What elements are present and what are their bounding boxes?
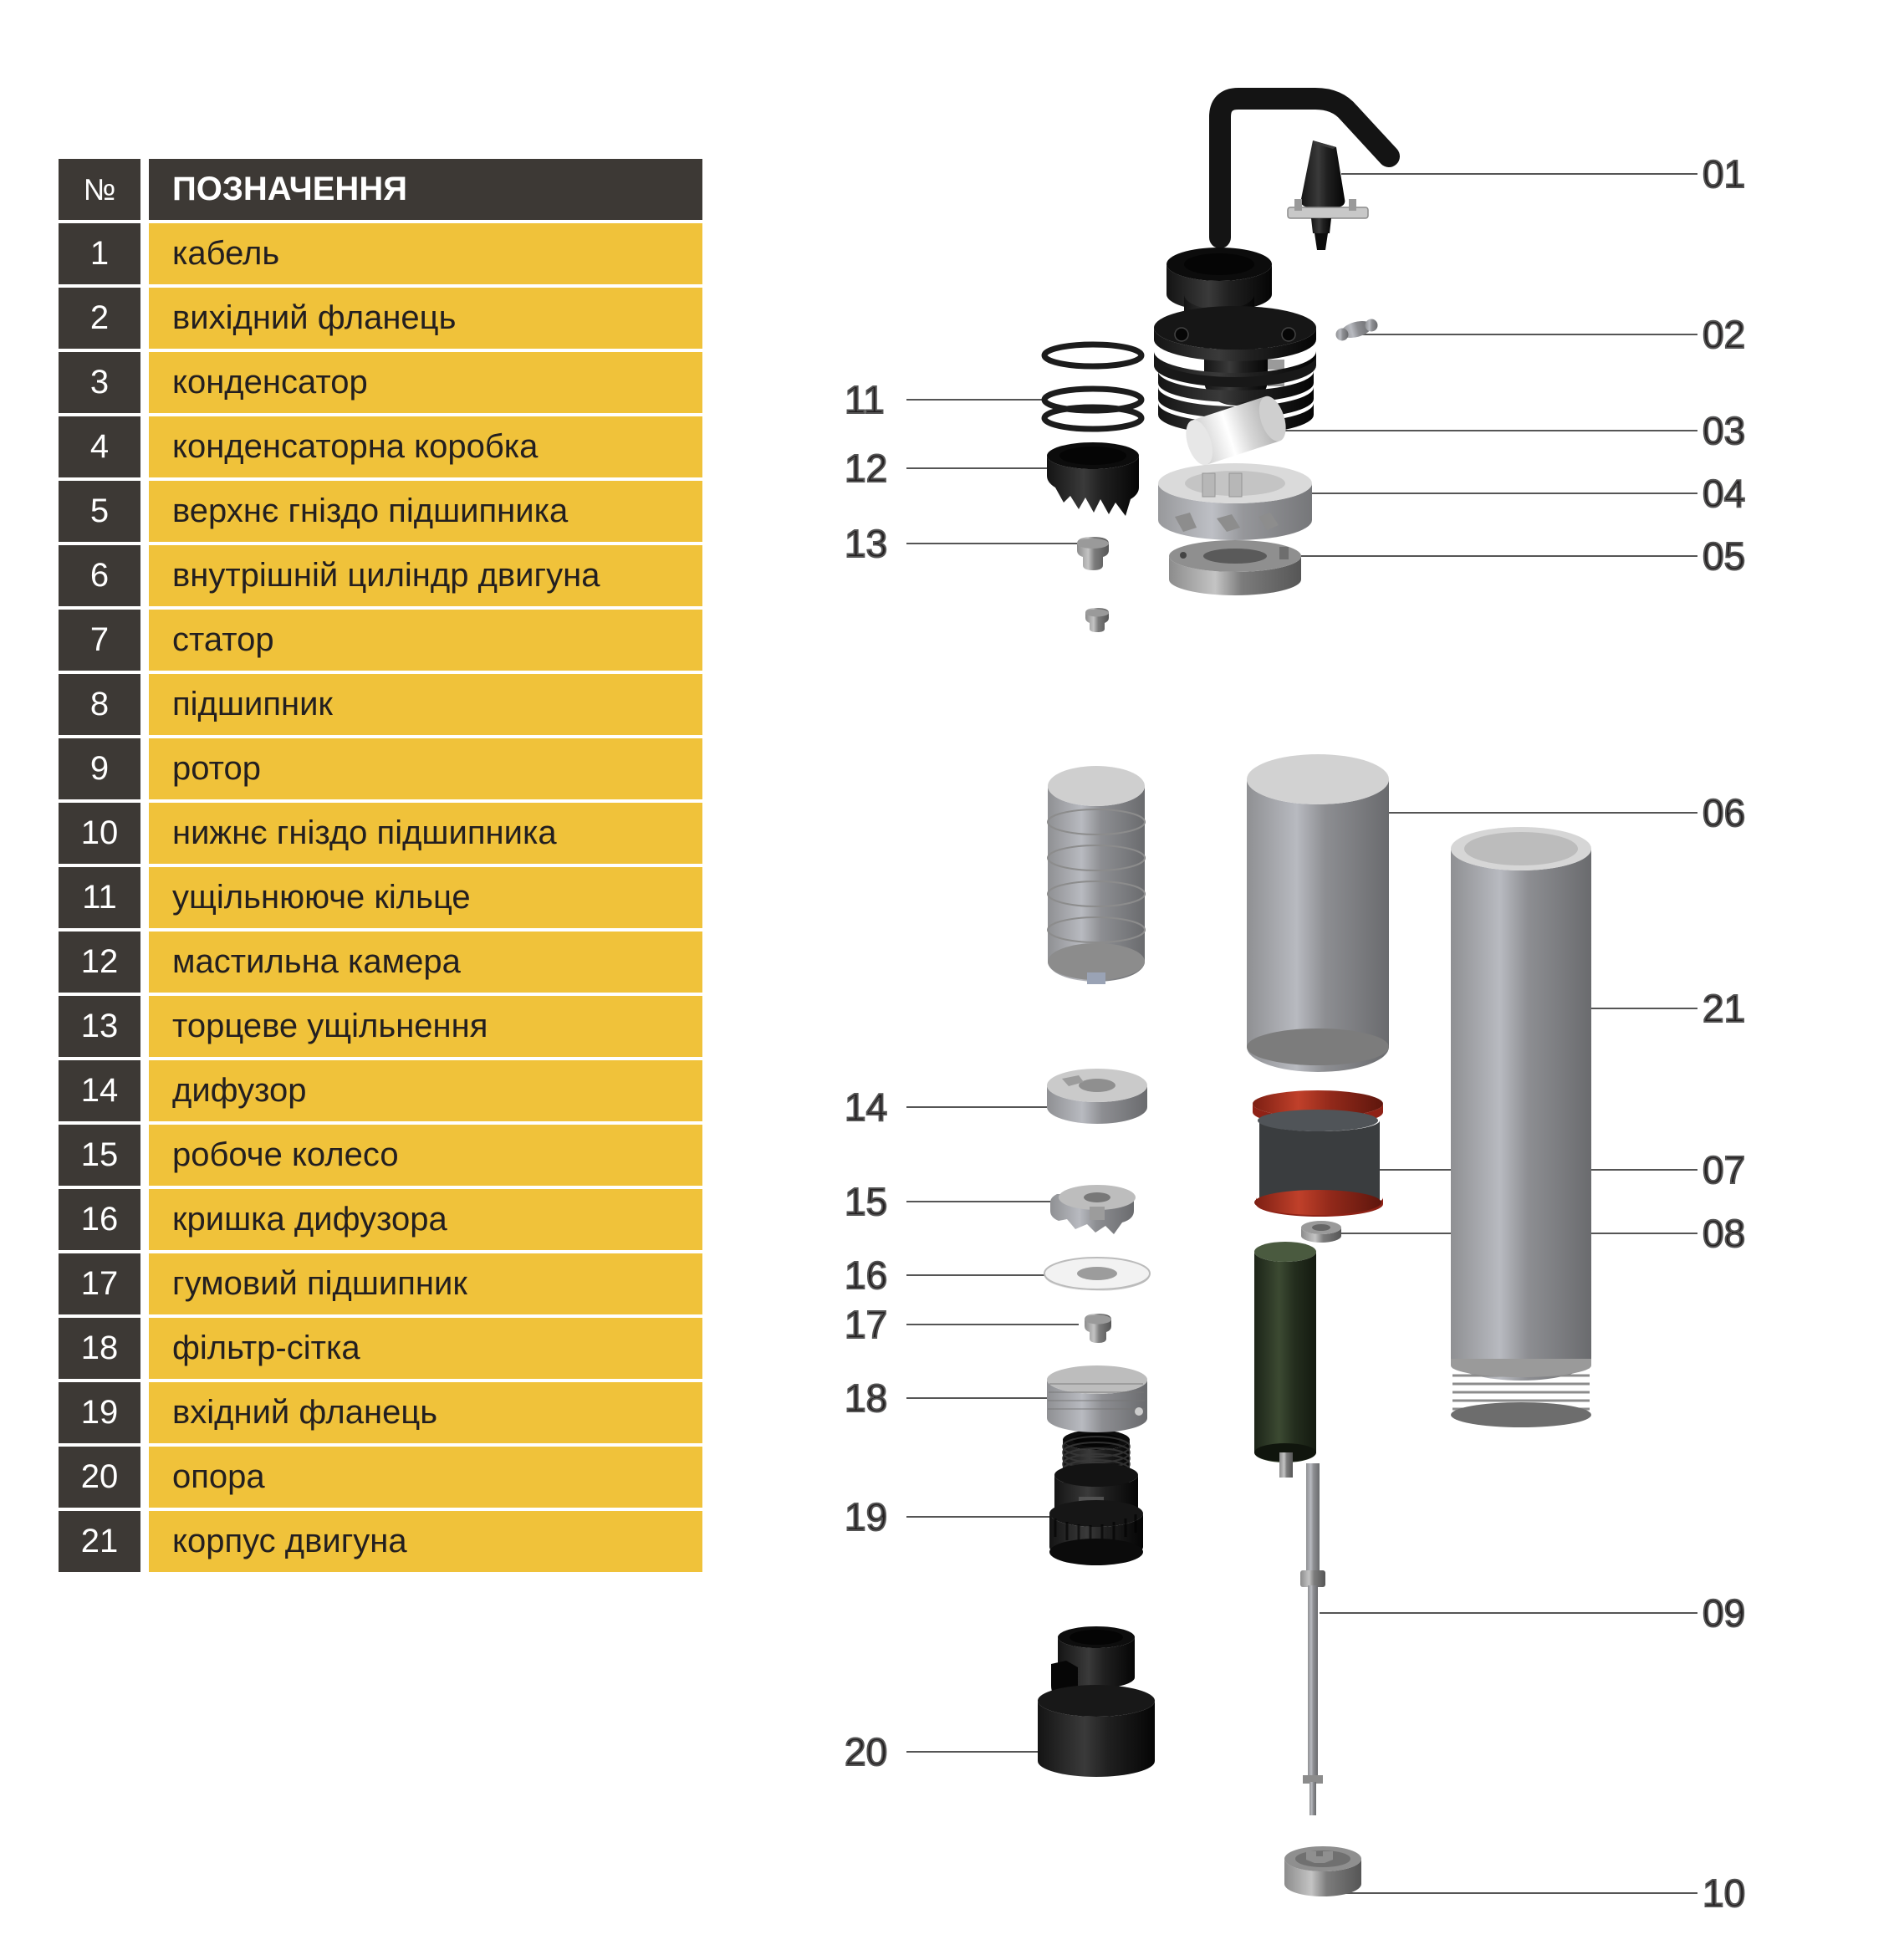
svg-text:06: 06 [1703, 791, 1745, 835]
svg-text:18: 18 [845, 1376, 887, 1420]
svg-text:07: 07 [1703, 1148, 1745, 1192]
svg-text:01: 01 [1703, 152, 1745, 196]
svg-text:19: 19 [845, 1495, 887, 1539]
svg-text:17: 17 [845, 1303, 887, 1346]
svg-text:15: 15 [845, 1180, 887, 1223]
svg-text:08: 08 [1703, 1212, 1745, 1255]
svg-text:02: 02 [1703, 313, 1745, 356]
svg-text:20: 20 [845, 1730, 887, 1774]
svg-text:13: 13 [845, 522, 887, 565]
svg-text:10: 10 [1703, 1871, 1745, 1915]
svg-text:03: 03 [1703, 409, 1745, 452]
svg-text:05: 05 [1703, 534, 1745, 578]
svg-text:16: 16 [845, 1253, 887, 1297]
svg-text:21: 21 [1703, 987, 1745, 1030]
svg-text:12: 12 [845, 447, 887, 490]
svg-text:04: 04 [1703, 472, 1745, 515]
svg-text:11: 11 [845, 378, 885, 421]
svg-text:09: 09 [1703, 1591, 1745, 1635]
svg-text:14: 14 [845, 1085, 887, 1129]
